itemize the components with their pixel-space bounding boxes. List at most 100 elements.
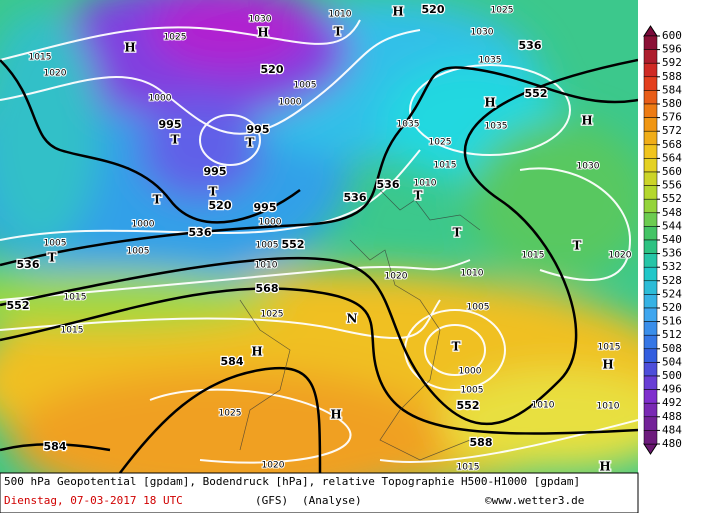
pressure-label: 1035 [479, 56, 502, 66]
colorbar-label: 500 [662, 369, 682, 382]
colorbar-label: 524 [662, 287, 682, 300]
pressure-label: 1010 [597, 402, 620, 412]
pressure-center: H [602, 358, 613, 372]
pressure-label: 1010 [255, 261, 278, 271]
colorbar-swatch [643, 389, 658, 404]
geopotential-label: 995 [247, 123, 270, 136]
colorbar-label: 528 [662, 274, 682, 287]
colorbar: 6005965925885845805765725685645605565525… [643, 25, 682, 455]
colorbar-swatch [643, 76, 658, 91]
colorbar-swatch [643, 266, 658, 282]
colorbar-label: 560 [662, 165, 682, 178]
pressure-center: H [599, 460, 610, 474]
colorbar-label: 516 [662, 315, 682, 328]
colorbar-cap-bottom [643, 443, 658, 455]
pressure-label: 1005 [294, 81, 317, 91]
pressure-center: H [484, 96, 495, 110]
pressure-label: 1000 [259, 218, 282, 228]
pressure-label: 1005 [256, 241, 279, 251]
geopotential-label: 520 [261, 63, 284, 76]
colorbar-swatch [643, 90, 658, 105]
pressure-label: 1015 [64, 293, 87, 303]
pressure-center: T [48, 251, 57, 265]
pressure-label: 1025 [491, 6, 514, 16]
colorbar-swatch [643, 158, 658, 173]
colorbar-swatch [643, 212, 658, 227]
pressure-label: 1035 [485, 122, 508, 132]
colorbar-swatch [643, 402, 658, 418]
geopotential-label: 995 [254, 201, 277, 214]
pressure-label: 1010 [414, 179, 437, 189]
geopotential-label: 536 [189, 226, 212, 239]
colorbar-label: 540 [662, 233, 682, 246]
footer-date: Dienstag, 07-03-2017 18 UTC [4, 494, 183, 507]
pressure-label: 1015 [29, 53, 52, 63]
pressure-label: 1015 [434, 161, 457, 171]
pressure-label: 1010 [461, 269, 484, 279]
footer-credit: ©www.wetter3.de [485, 494, 584, 507]
pressure-center: T [414, 189, 423, 203]
pressure-center: H [124, 41, 135, 55]
pressure-center: T [453, 226, 462, 240]
pressure-label: 1025 [164, 33, 187, 43]
colorbar-label: 576 [662, 111, 682, 124]
pressure-label: 1035 [397, 120, 420, 130]
pressure-label: 1000 [279, 98, 302, 108]
colorbar-label: 552 [662, 192, 682, 205]
colorbar-swatch [643, 130, 658, 146]
pressure-center: H [257, 26, 268, 40]
colorbar-label: 564 [662, 151, 682, 164]
pressure-label: 1020 [262, 461, 285, 471]
geopotential-label: 536 [17, 258, 40, 271]
map-labels: 520 536 552 520 536 536 520 536 552 536 552 568 584 5… [5, 2, 632, 475]
colorbar-swatch [643, 198, 658, 214]
colorbar-label: 492 [662, 396, 682, 409]
geopotential-label: 536 [344, 191, 367, 204]
colorbar-label: 480 [662, 437, 682, 450]
pressure-label: 1025 [261, 310, 284, 320]
colorbar-swatch [643, 321, 658, 336]
pressure-label: 1015 [598, 343, 621, 353]
colorbar-swatch [643, 144, 658, 159]
geopotential-label: 536 [377, 178, 400, 191]
colorbar-cap-top [643, 25, 658, 37]
pressure-label: 1005 [44, 239, 67, 249]
pressure-label: 1005 [127, 247, 150, 257]
pressure-center: H [330, 408, 341, 422]
map-field [0, 0, 638, 473]
pressure-label: 1010 [329, 10, 352, 20]
pressure-label: 1025 [219, 409, 242, 419]
geopotential-label: 584 [44, 440, 67, 453]
footer-model: (GFS) [255, 494, 288, 507]
colorbar-swatch [643, 430, 658, 445]
pressure-label: 1010 [532, 401, 555, 411]
pressure-center: T [573, 239, 582, 253]
pressure-label: 1030 [577, 162, 600, 172]
pressure-label: 1020 [44, 69, 67, 79]
pressure-label: 1015 [522, 251, 545, 261]
colorbar-swatch [643, 362, 658, 377]
pressure-label: 1000 [132, 220, 155, 230]
geopotential-label: 552 [525, 87, 548, 100]
pressure-center: T [171, 133, 180, 147]
colorbar-label: 600 [662, 29, 682, 42]
pressure-center: H [251, 345, 262, 359]
pressure-center: H [392, 5, 403, 19]
colorbar-swatch [643, 416, 658, 431]
colorbar-label: 596 [662, 43, 682, 56]
colorbar-label: 504 [662, 355, 682, 368]
geopotential-label: 536 [519, 39, 542, 52]
pressure-label: 1005 [461, 386, 484, 396]
colorbar-swatch [643, 375, 658, 390]
colorbar-swatch [643, 226, 658, 241]
footer-box [0, 472, 639, 513]
pressure-center: T [334, 25, 343, 39]
pressure-center: T [153, 193, 162, 207]
colorbar-label: 520 [662, 301, 682, 314]
geopotential-label: 552 [7, 299, 30, 312]
colorbar-swatch [643, 62, 658, 78]
pressure-label: 1020 [609, 251, 632, 261]
colorbar-label: 592 [662, 56, 682, 69]
colorbar-label: 556 [662, 179, 682, 192]
